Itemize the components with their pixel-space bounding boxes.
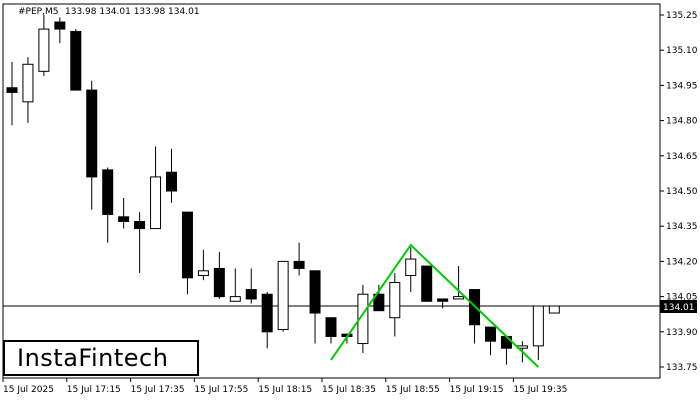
y-axis: 135.25 135.10 134.95 134.80 134.65 134.50 134.…: [660, 11, 698, 373]
double-top-pattern-line: [330, 243, 540, 368]
bearish-candle: [500, 335, 512, 349]
y-tick-label: 134.50: [666, 187, 698, 197]
bullish-candle: [357, 293, 369, 345]
bearish-candle: [373, 293, 385, 312]
bearish-candle: [261, 293, 273, 333]
bearish-candle: [118, 216, 130, 223]
price-badge-bg: [660, 299, 697, 313]
y-tick-label: 134.20: [666, 257, 698, 267]
y-tick-label: 134.95: [666, 81, 698, 91]
y-tick-label: 134.35: [666, 222, 698, 232]
y-tick-label: 134.65: [666, 152, 698, 162]
y-tick-label: 134.05: [666, 293, 698, 303]
bullish-candle: [150, 176, 162, 230]
x-tick-label: 15 Jul 18:15: [258, 385, 312, 395]
x-axis: 15 Jul 2025 15 Jul 17:15 15 Jul 17:35 15 Ju…: [2, 378, 567, 395]
x-tick-label: 15 Jul 18:55: [386, 385, 440, 395]
bearish-candle: [54, 21, 66, 30]
bullish-candle: [277, 260, 289, 330]
x-tick-label: 15 Jul 2025: [3, 385, 54, 395]
bearish-candle: [245, 289, 257, 300]
bullish-candle: [389, 282, 401, 319]
price-badge: 134.01: [660, 299, 697, 313]
x-tick-label: 15 Jul 19:35: [513, 385, 567, 395]
bearish-candle: [309, 270, 321, 314]
bearish-candle: [86, 89, 98, 178]
symbol-label: #PEP,M5: [18, 7, 58, 17]
brand-logo: InstaFintech: [17, 344, 169, 372]
bearish-candle: [421, 265, 433, 302]
y-tick-label: 134.80: [666, 117, 698, 127]
x-tick-label: 15 Jul 17:55: [194, 385, 248, 395]
bullish-candle: [197, 270, 209, 276]
y-tick-label: 135.10: [666, 46, 698, 56]
bullish-candle: [453, 296, 465, 300]
bullish-candle: [229, 296, 241, 302]
bearish-candle: [166, 171, 177, 192]
bullish-candle: [405, 258, 417, 276]
x-tick-label: 15 Jul 17:35: [131, 385, 185, 395]
bullish-candle: [22, 63, 34, 103]
brand-logo-box: InstaFintech: [3, 340, 199, 376]
bearish-candle: [293, 260, 305, 269]
bearish-candle: [134, 221, 146, 230]
bearish-candle: [6, 87, 18, 93]
ohlc-readout: 133.98 134.01 133.98 134.01: [65, 7, 200, 17]
bearish-candle: [181, 211, 193, 279]
y-tick-label: 135.25: [666, 11, 698, 21]
bearish-candle: [485, 326, 496, 342]
bearish-candle: [213, 267, 225, 298]
bearish-candle: [437, 298, 449, 302]
bullish-candle: [532, 305, 544, 347]
bullish-candle: [548, 305, 560, 314]
x-tick-label: 15 Jul 17:15: [67, 385, 121, 395]
bearish-candle: [102, 169, 114, 215]
bearish-candle: [325, 317, 337, 337]
price-badge-text: 134.01: [663, 303, 695, 313]
x-tick-label: 15 Jul 19:15: [450, 385, 504, 395]
bullish-candle: [38, 28, 50, 72]
x-tick-label: 15 Jul 18:35: [322, 385, 376, 395]
y-tick-label: 133.90: [666, 328, 698, 338]
bearish-candle: [70, 30, 82, 91]
y-tick-label: 133.75: [666, 363, 698, 373]
